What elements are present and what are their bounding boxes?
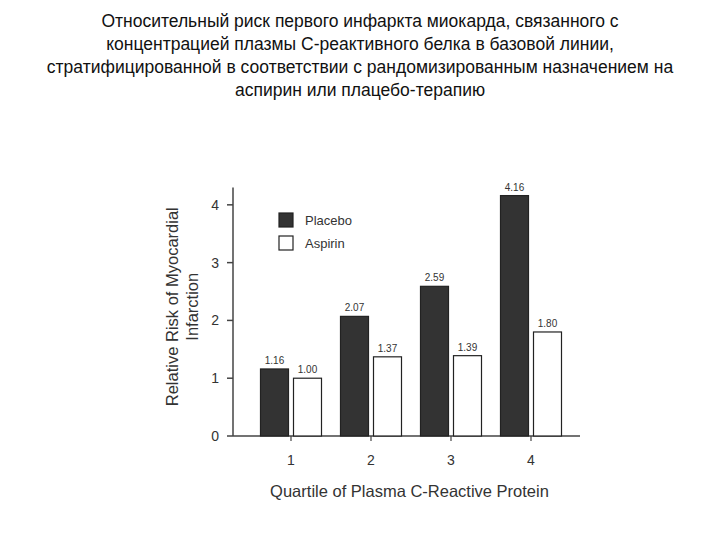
bar — [534, 332, 562, 436]
y-tick — [227, 377, 233, 379]
y-tick-label: 0 — [211, 428, 219, 444]
y-tick — [227, 320, 233, 322]
legend-label: Aspirin — [305, 236, 345, 251]
x-tick-label: 1 — [287, 452, 295, 468]
data-label: 1.37 — [378, 343, 398, 354]
y-tick-label: 4 — [211, 197, 219, 213]
data-label: 1.16 — [265, 355, 285, 366]
data-label: 1.80 — [538, 318, 558, 329]
x-tick — [530, 436, 531, 441]
bar — [501, 196, 529, 436]
chart: 0 1 2 3 4 1 2 3 4 1.16 2.07 2.59 4.16 1.00 1.37 1.39 1.8… — [0, 0, 720, 540]
x-tick — [370, 436, 371, 441]
data-label: 2.07 — [345, 302, 365, 313]
bar — [294, 378, 322, 436]
y-tick-label: 3 — [211, 255, 219, 271]
y-tick-label: 1 — [211, 370, 219, 386]
data-label: 2.59 — [425, 272, 445, 283]
legend-swatch — [279, 236, 293, 250]
data-label: 4.16 — [505, 182, 525, 193]
page: Относительный риск первого инфаркта миок… — [0, 0, 720, 540]
data-label: 1.00 — [298, 364, 318, 375]
title: Относительный риск первого инфаркта миок… — [40, 10, 680, 102]
bar — [341, 316, 369, 436]
legend-swatch — [279, 213, 293, 227]
bar — [454, 356, 482, 436]
bar — [261, 369, 289, 436]
legend-label: Placebo — [305, 213, 352, 228]
x-tick-label: 2 — [367, 452, 375, 468]
x-tick-label: 3 — [447, 452, 455, 468]
bar — [421, 286, 449, 436]
y-tick — [227, 262, 233, 264]
data-label: 1.39 — [458, 342, 478, 353]
y-axis-label: Relative Risk of MyocardialInfarction — [163, 207, 201, 406]
y-tick — [227, 435, 233, 437]
y-tick — [227, 204, 233, 206]
y-axis — [232, 188, 234, 437]
x-tick-label: 4 — [527, 452, 535, 468]
x-tick — [450, 436, 451, 441]
y-tick-label: 2 — [211, 312, 219, 328]
x-tick — [290, 436, 291, 441]
x-axis-label: Quartile of Plasma C-Reactive Protein — [270, 482, 549, 500]
bar — [374, 357, 402, 436]
